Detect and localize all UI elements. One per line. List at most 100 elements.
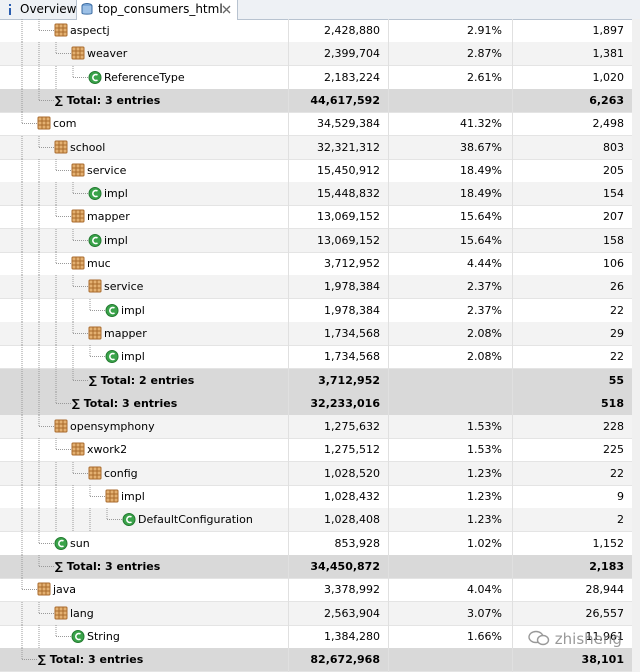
- cell-percent: 3.07%: [467, 606, 502, 620]
- table-row[interactable]: ∑ Total: 3 entries 44,617,592 6,263: [0, 88, 632, 113]
- tree-lines: [21, 624, 85, 648]
- table-row[interactable]: java 3,378,992 4.04% 28,944: [0, 578, 632, 603]
- table-row[interactable]: mapper 13,069,152 15.64% 207: [0, 205, 632, 230]
- table-row[interactable]: DefaultConfiguration 1,028,408 1.23% 2: [0, 508, 632, 533]
- cell-percent: 2.08%: [467, 350, 502, 364]
- class-icon: [71, 629, 85, 643]
- column-separator: [512, 19, 513, 672]
- tab-label: Overview: [20, 2, 77, 16]
- table: aspectj 2,428,880 2.91% 1,897 weaver 2,399,70…: [0, 19, 632, 672]
- cell-objects: 55: [608, 373, 624, 387]
- table-row[interactable]: ReferenceType 2,183,224 2.61% 1,020: [0, 65, 632, 90]
- table-row[interactable]: ∑ Total: 3 entries 34,450,872 2,183: [0, 554, 632, 579]
- table-row[interactable]: impl 1,734,568 2.08% 22: [0, 345, 632, 370]
- tree-lines: [21, 648, 37, 661]
- cell-objects: 154: [603, 187, 624, 201]
- tree-lines: [21, 578, 51, 596]
- table-row[interactable]: impl 1,028,432 1.23% 9: [0, 485, 632, 509]
- info-icon: [9, 4, 11, 15]
- row-name: com: [53, 117, 77, 131]
- tab-label: top_consumers_html: [98, 2, 223, 16]
- table-row[interactable]: opensymphony 1,275,632 1.53% 228: [0, 415, 632, 440]
- cell-percent: 2.87%: [467, 47, 502, 61]
- table-row[interactable]: mapper 1,734,568 2.08% 29: [0, 321, 632, 346]
- tree-lines: [21, 205, 85, 229]
- table-row[interactable]: muc 3,712,952 4.44% 106: [0, 252, 632, 276]
- table-row[interactable]: school 32,321,312 38.67% 803: [0, 135, 632, 160]
- cell-objects: 1,020: [592, 70, 625, 84]
- cell-percent: 1.53%: [467, 443, 502, 457]
- cell-objects: 1,152: [592, 536, 625, 550]
- row-name: service: [104, 280, 144, 294]
- cell-size: 2,428,880: [324, 24, 380, 37]
- tab-active[interactable]: top_consumers_html: [77, 0, 238, 20]
- tree-lines: [21, 391, 71, 415]
- class-icon: [88, 70, 102, 84]
- row-name: String: [87, 629, 120, 643]
- cell-percent: 2.37%: [467, 280, 502, 294]
- table-row[interactable]: service 1,978,384 2.37% 26: [0, 275, 632, 300]
- row-name: lang: [70, 606, 94, 620]
- cell-size: 44,617,592: [310, 93, 380, 107]
- watermark: zhisheng: [528, 630, 622, 648]
- cell-percent: 18.49%: [460, 163, 502, 177]
- row-name: impl: [121, 303, 145, 317]
- tree-lines: [21, 531, 68, 555]
- cell-objects: 1,381: [592, 47, 625, 61]
- cell-size: 1,978,384: [324, 280, 380, 294]
- class-icon: [105, 350, 119, 364]
- table-row[interactable]: service 15,450,912 18.49% 205: [0, 158, 632, 183]
- class-icon: [122, 513, 136, 527]
- cell-percent: 2.91%: [467, 24, 502, 37]
- tree-lines: [21, 298, 119, 322]
- tree-lines: [21, 112, 51, 130]
- tree-lines: [21, 275, 102, 299]
- table-row[interactable]: aspectj 2,428,880 2.91% 1,897: [0, 19, 632, 43]
- table-row[interactable]: impl 1,978,384 2.37% 22: [0, 298, 632, 323]
- table-row[interactable]: impl 13,069,152 15.64% 158: [0, 228, 632, 253]
- table-row[interactable]: weaver 2,399,704 2.87% 1,381: [0, 42, 632, 67]
- cell-objects: 225: [603, 443, 624, 457]
- row-name: ∑ Total: 3 entries: [38, 653, 144, 667]
- table-row[interactable]: config 1,028,520 1.23% 22: [0, 461, 632, 486]
- cell-percent: 38.67%: [460, 140, 502, 154]
- tree-lines: [21, 135, 68, 159]
- cell-objects: 22: [610, 350, 624, 364]
- cell-objects: 11,961: [585, 629, 625, 643]
- table-row[interactable]: lang 2,563,904 3.07% 26,557: [0, 601, 632, 626]
- table-row[interactable]: ∑ Total: 3 entries 82,672,968 38,101: [0, 648, 632, 672]
- scrollbar[interactable]: [632, 19, 640, 672]
- table-row[interactable]: com 34,529,384 41.32% 2,498: [0, 112, 632, 137]
- cell-size: 1,734,568: [324, 350, 380, 364]
- tree-lines: [21, 88, 54, 112]
- cell-size: 3,712,952: [324, 257, 380, 270]
- row-name: ∑ Total: 3 entries: [72, 396, 178, 410]
- cell-size: 34,529,384: [317, 117, 380, 131]
- cell-size: 1,734,568: [324, 326, 380, 340]
- table-row[interactable]: impl 15,448,832 18.49% 154: [0, 182, 632, 207]
- row-name: mapper: [104, 326, 147, 340]
- close-icon[interactable]: [222, 0, 232, 19]
- cell-size: 15,450,912: [317, 163, 380, 177]
- table-row[interactable]: xwork2 1,275,512 1.53% 225: [0, 438, 632, 463]
- cell-objects: 205: [603, 163, 624, 177]
- row-name: school: [70, 140, 106, 154]
- table-row[interactable]: ∑ Total: 2 entries 3,712,952 55: [0, 368, 632, 393]
- row-name: impl: [121, 490, 145, 503]
- cell-objects: 22: [610, 303, 624, 317]
- package-icon: [71, 256, 85, 270]
- package-icon: [54, 606, 68, 619]
- tree-lines: [21, 19, 68, 42]
- tree-lines: [21, 554, 54, 578]
- class-icon: [54, 536, 68, 550]
- cell-size: 1,275,632: [324, 420, 380, 434]
- cell-size: 32,233,016: [310, 396, 380, 410]
- tab[interactable]: Overview: [0, 0, 77, 19]
- tab-bar: Overview top_consumers_html: [0, 0, 640, 20]
- table-row[interactable]: ∑ Total: 3 entries 32,233,016 518: [0, 391, 632, 416]
- table-row[interactable]: sun 853,928 1.02% 1,152: [0, 531, 632, 556]
- row-name: ∑ Total: 2 entries: [89, 373, 195, 387]
- cell-size: 13,069,152: [317, 210, 380, 224]
- cell-percent: 2.61%: [467, 70, 502, 84]
- tree-lines: [21, 65, 102, 89]
